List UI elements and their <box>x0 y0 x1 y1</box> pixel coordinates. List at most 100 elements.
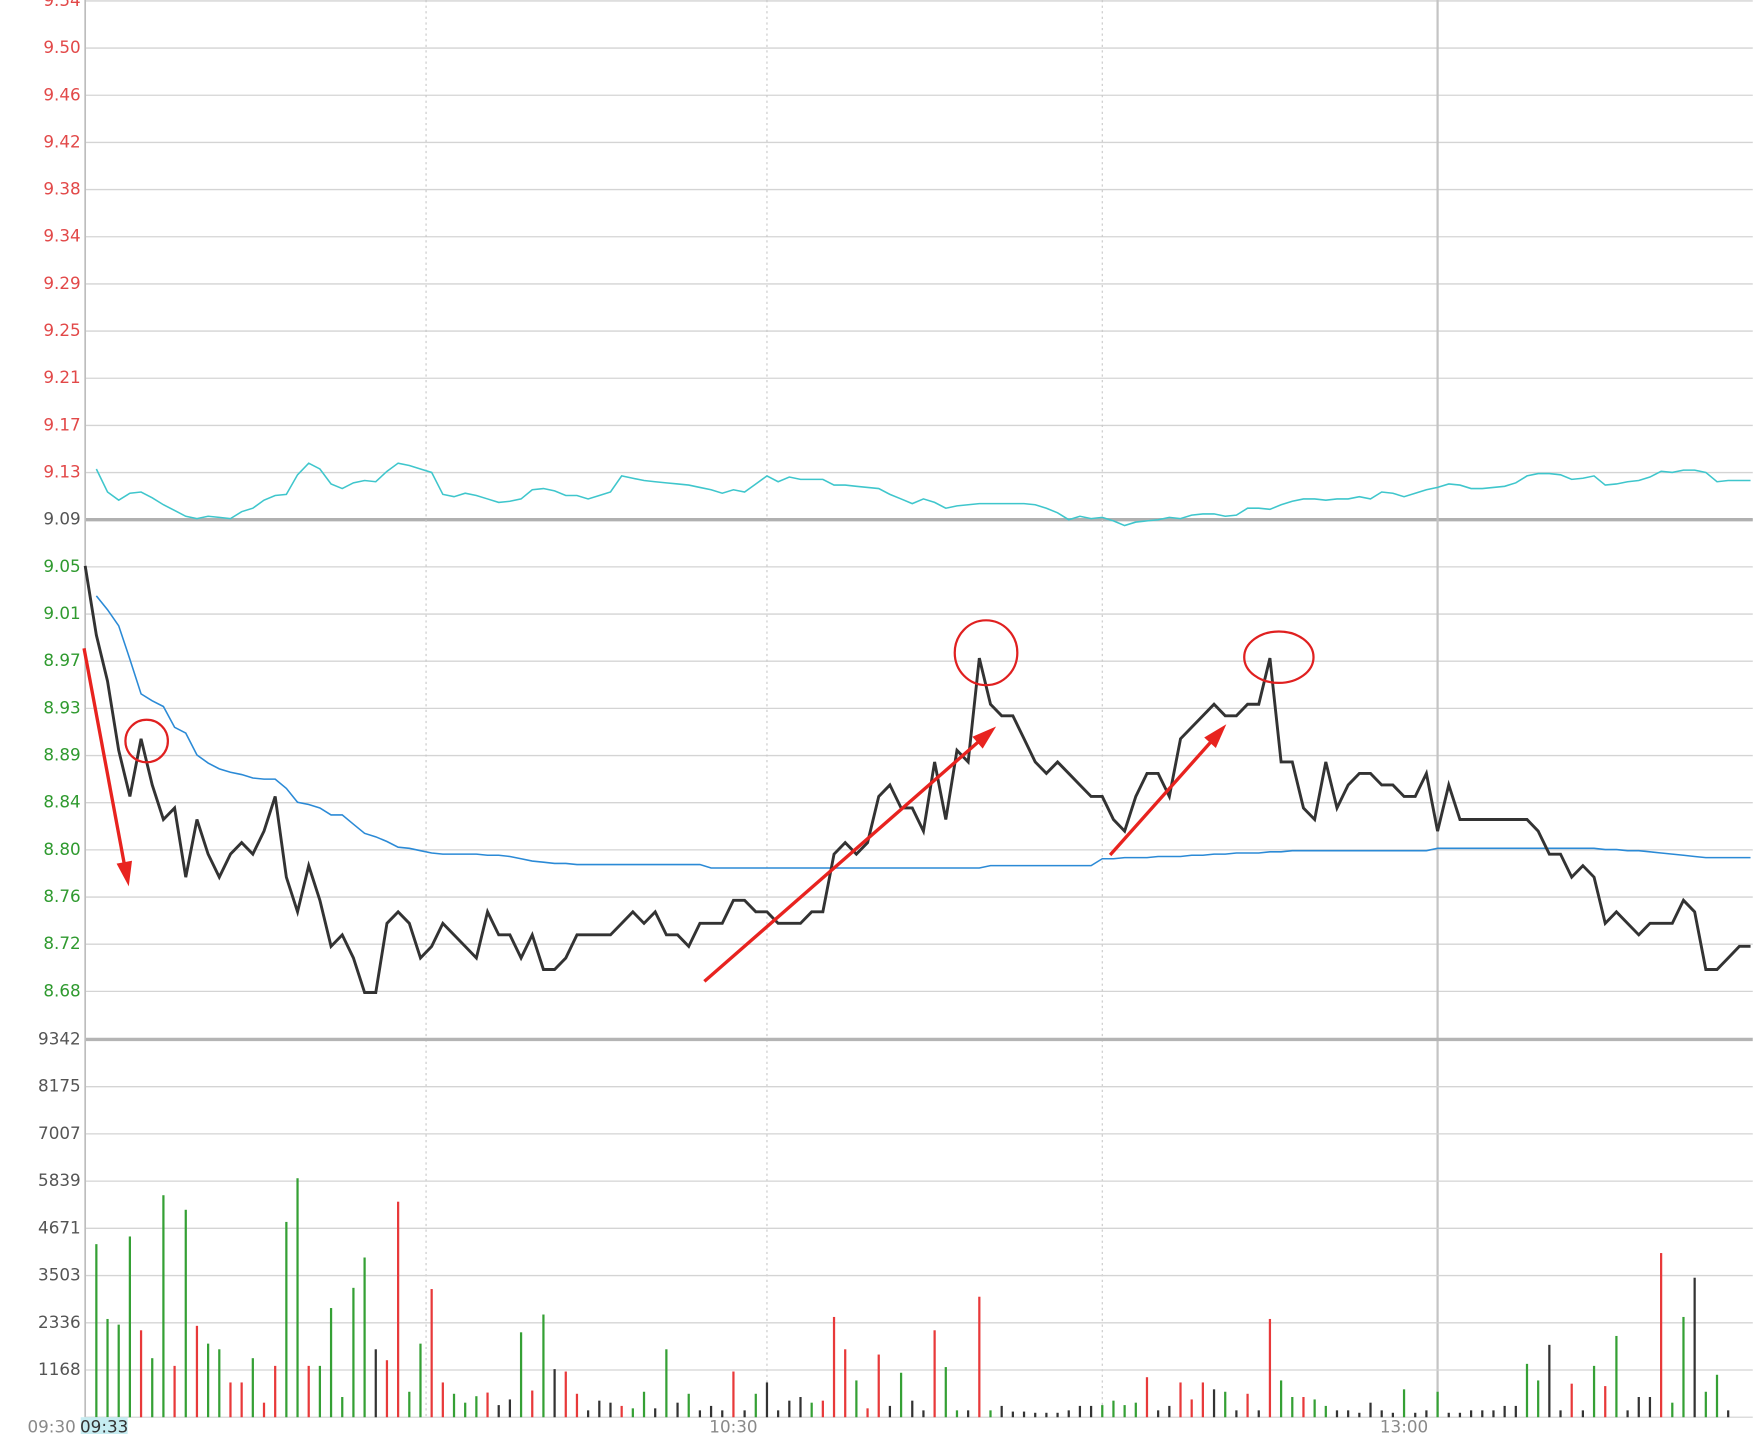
volume-bar <box>430 1289 433 1418</box>
arrow <box>82 647 126 865</box>
volume-bar <box>1324 1405 1327 1418</box>
volume-bar <box>374 1349 377 1418</box>
volume-bar <box>441 1382 444 1418</box>
volume-bar <box>497 1405 500 1418</box>
volume-bar <box>1201 1382 1204 1418</box>
arrow-head <box>116 860 133 887</box>
volume-bar <box>1414 1412 1417 1418</box>
volume-bar <box>1559 1410 1562 1418</box>
volume-bar <box>888 1405 892 1418</box>
volume-bar <box>385 1360 389 1418</box>
y-tick-label: 9.38 <box>43 179 80 199</box>
volume-bar <box>452 1393 456 1418</box>
volume-bar <box>698 1410 702 1418</box>
volume-bar <box>1369 1402 1372 1418</box>
y-tick-label: 9.05 <box>43 556 80 576</box>
y-tick-label: 9.21 <box>43 367 80 387</box>
volume-bar <box>307 1365 310 1418</box>
price-line <box>95 462 1751 527</box>
volume-bar <box>1190 1399 1193 1418</box>
volume-bar <box>933 1330 936 1418</box>
volume-bar <box>274 1365 277 1418</box>
volume-bar <box>240 1382 243 1418</box>
volume-bar <box>1604 1386 1607 1418</box>
labels: 8.68 8.72 8.76 8.80 8.84 8.89 8.93 8.97 9.01 9.05… <box>28 0 1428 1434</box>
volume-bar <box>475 1396 478 1418</box>
volume-bar <box>95 1244 98 1418</box>
volume-bar <box>665 1349 668 1418</box>
grid <box>84 0 1753 1418</box>
marks <box>83 462 1751 1418</box>
volume-bar <box>609 1402 612 1418</box>
volume-bar <box>598 1400 601 1418</box>
volume-bar <box>967 1410 970 1418</box>
volume-bar <box>1581 1410 1584 1418</box>
volume-bar <box>564 1371 567 1418</box>
volume-bar <box>531 1390 534 1418</box>
y-tick-label: 9.42 <box>43 131 80 151</box>
volume-bar <box>318 1365 322 1418</box>
volume-bar <box>1537 1380 1540 1418</box>
volume-bar <box>1648 1397 1652 1418</box>
arrow-head <box>1204 724 1227 748</box>
volume-bar <box>1313 1399 1316 1418</box>
volume-bar <box>1034 1412 1037 1418</box>
y-tick-label: 1168 <box>38 1359 81 1379</box>
y-tick-label: 8.80 <box>43 839 80 859</box>
volume-bar <box>855 1380 858 1418</box>
volume-bar <box>1525 1363 1529 1418</box>
volume-bar <box>899 1372 903 1418</box>
volume-bar <box>542 1314 545 1418</box>
y-tick-label: 8.68 <box>43 980 80 1000</box>
x-tick-label: 09:30 <box>28 1416 76 1434</box>
volume-bar <box>1078 1405 1082 1418</box>
volume-bar <box>1067 1410 1070 1418</box>
volume-bar <box>832 1316 836 1418</box>
volume-bar <box>754 1393 757 1418</box>
volume-bar <box>1615 1335 1618 1418</box>
volume-bar <box>117 1324 120 1418</box>
volume-bar <box>1682 1316 1685 1418</box>
volume-bar <box>911 1400 914 1418</box>
y-tick-label: 8.72 <box>43 933 80 953</box>
volume-bar <box>1268 1318 1272 1418</box>
volume-bar <box>397 1201 400 1418</box>
volume-bar <box>1000 1405 1003 1418</box>
volume-bar <box>1257 1410 1260 1418</box>
y-tick-label: 9.17 <box>43 414 80 434</box>
volume-bar <box>1112 1400 1115 1418</box>
volume-bar <box>1045 1412 1048 1418</box>
volume-bar <box>1291 1397 1294 1418</box>
volume-bar <box>285 1221 288 1418</box>
volume-bar <box>654 1408 657 1418</box>
volume-bar <box>508 1399 512 1418</box>
volume-bar <box>1235 1410 1238 1418</box>
volume-bar <box>989 1410 992 1418</box>
price-line <box>83 565 1751 994</box>
volume-bar <box>978 1296 981 1418</box>
volume-bar <box>363 1257 366 1418</box>
volume-bar <box>1626 1410 1629 1418</box>
volume-bar <box>1570 1383 1573 1418</box>
volume-bar <box>218 1349 221 1418</box>
volume-bar <box>732 1371 735 1418</box>
y-tick-label: 9.25 <box>43 320 80 340</box>
highlight-circle <box>1243 630 1315 685</box>
volume-bar <box>944 1367 947 1418</box>
volume-bar <box>1157 1410 1160 1418</box>
volume-bar <box>1548 1344 1551 1418</box>
volume-bar <box>1715 1374 1719 1418</box>
volume-bar <box>1402 1389 1406 1418</box>
volume-bar <box>1134 1402 1137 1418</box>
volume-bar <box>631 1408 634 1418</box>
volume-bar <box>1056 1412 1059 1418</box>
volume-bar <box>184 1209 187 1418</box>
cursor-box <box>80 1417 128 1434</box>
y-tick-label: 9.34 <box>43 226 80 246</box>
volume-bar <box>1335 1410 1339 1418</box>
volume-bar <box>1101 1405 1104 1418</box>
volume-bar <box>296 1178 299 1418</box>
y-tick-label: 4671 <box>38 1217 81 1237</box>
volume-bar <box>1179 1382 1182 1418</box>
